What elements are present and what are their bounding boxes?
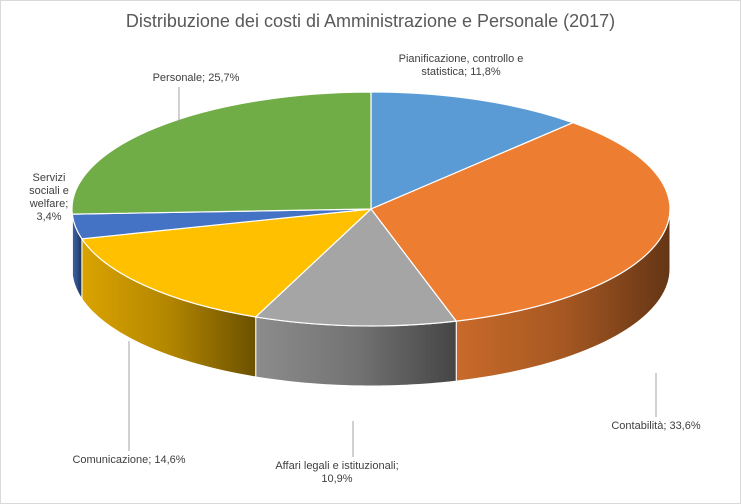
slice-pianificazione-controllo-e-statistica [370,91,575,210]
data-label-servizi-sociali-e-welfare: Servizi sociali e welfare; 3,4% [29,172,69,223]
slice-contabilita [370,122,671,322]
pie-side-walls [71,208,671,387]
data-label-affari-legali-e-istituzionali: Affari legali e istituzionali; 10,9% [275,460,398,485]
side-affari-legali-e-istituzionali [255,316,457,387]
pie-top-faces [71,91,671,327]
data-labels: Pianificazione, controllo e statistica; 1… [29,53,701,485]
data-label-pianificazione-controllo-e-statistica: Pianificazione, controllo e statistica; 1… [399,53,524,78]
slice-personale [71,91,372,215]
data-label-comunicazione: Comunicazione; 14,6% [72,454,185,466]
data-label-personale: Personale; 25,7% [153,72,240,84]
chart-title: Distribuzione dei costi di Amministrazio… [125,11,616,31]
data-label-contabilita: Contabilità; 33,6% [611,420,700,432]
slice-affari-legali-e-istituzionali [254,208,458,327]
slice-comunicazione [80,208,373,318]
